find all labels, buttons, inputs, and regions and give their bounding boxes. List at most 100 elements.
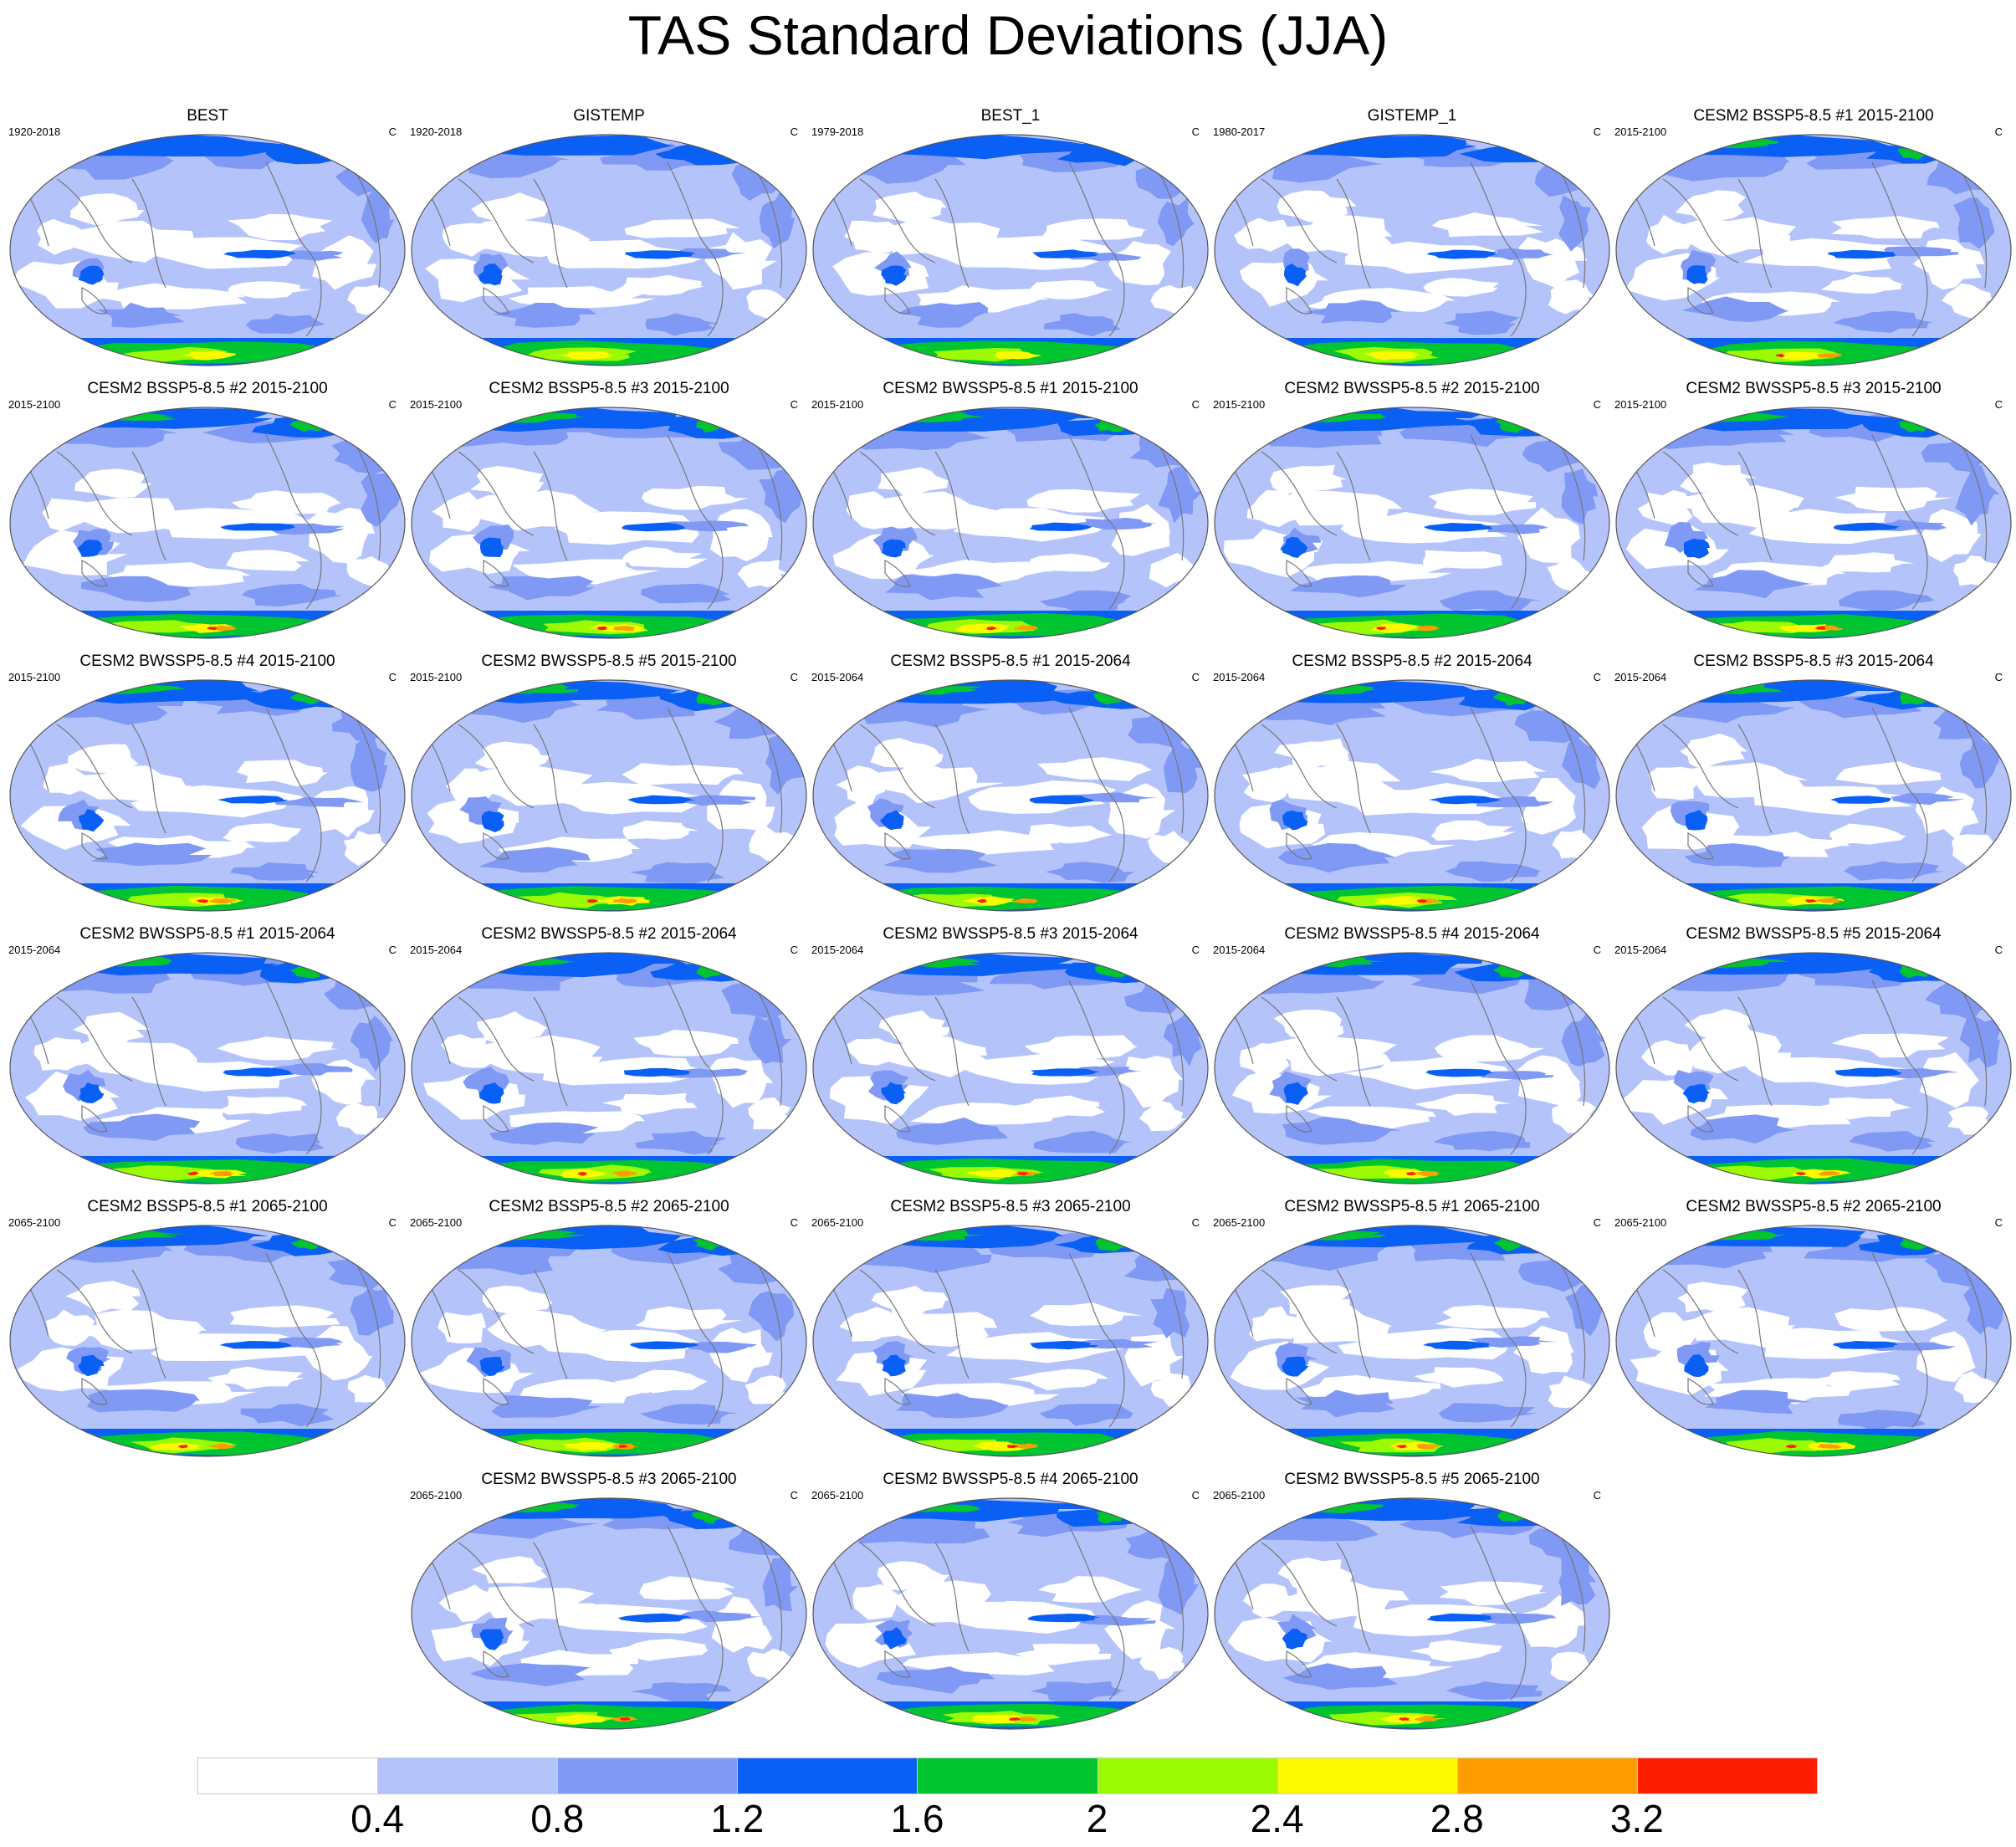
- panel-units-label: C: [1994, 1216, 2003, 1229]
- panel-title: GISTEMP: [573, 107, 645, 125]
- map-panel: CESM2 BWSSP5-8.5 #2 2015-2064 2015-2064 C: [408, 925, 810, 1191]
- map-panel: CESM2 BSSP5-8.5 #1 2065-2100 2065-2100 C: [7, 1198, 408, 1464]
- panel-units-label: C: [1593, 398, 1601, 411]
- map-panel: CESM2 BSSP5-8.5 #3 2015-2064 2015-2064 C: [1613, 652, 2014, 918]
- panel-title: BEST_1: [980, 107, 1041, 125]
- panel-title: CESM2 BSSP5-8.5 #2 2065-2100: [489, 1198, 729, 1215]
- panel-title: GISTEMP_1: [1367, 107, 1457, 125]
- panel-period-label: 2065-2100: [410, 1216, 463, 1229]
- map-panel: CESM2 BWSSP5-8.5 #3 2015-2100 2015-2100 C: [1613, 380, 2014, 646]
- panel-units-label: C: [1191, 1489, 1200, 1502]
- panel-units-label: C: [790, 671, 798, 683]
- panel-units-label: C: [1191, 671, 1200, 683]
- panel-title: CESM2 BWSSP5-8.5 #3 2015-2064: [883, 925, 1138, 943]
- panel-units-label: C: [388, 398, 397, 411]
- map-contour-plot: [411, 407, 807, 639]
- map-contour-plot: [9, 407, 406, 639]
- map-contour-plot: [9, 1225, 406, 1457]
- map-contour-plot: [1615, 679, 2012, 912]
- colorbar-swatch: [1636, 1757, 1818, 1794]
- map-panel: CESM2 BWSSP5-8.5 #1 2065-2100 2065-2100 C: [1211, 1198, 1613, 1464]
- panel-title: CESM2 BWSSP5-8.5 #4 2015-2100: [79, 652, 335, 670]
- panel-units-label: C: [1593, 1216, 1601, 1229]
- panel-title: BEST: [187, 107, 228, 125]
- map-panel: CESM2 BSSP5-8.5 #2 2065-2100 2065-2100 C: [408, 1198, 810, 1464]
- panel-period-label: 2015-2064: [1614, 944, 1667, 956]
- map-contour-plot: [812, 679, 1209, 912]
- map-contour-plot: [9, 679, 406, 912]
- map-panel: CESM2 BSSP5-8.5 #2 2015-2064 2015-2064 C: [1211, 652, 1613, 918]
- panel-period-label: 2015-2100: [410, 671, 463, 683]
- map-contour-plot: [812, 1497, 1209, 1730]
- panel-title: CESM2 BSSP5-8.5 #1 2015-2100: [1693, 107, 1934, 125]
- colorbar-tick-label: 3.2: [1609, 1797, 1664, 1840]
- panel-period-label: 2015-2100: [1614, 398, 1667, 411]
- panel-title: CESM2 BSSP5-8.5 #1 2065-2100: [87, 1198, 328, 1215]
- map-contour-plot: [1214, 952, 1610, 1184]
- panel-units-label: C: [1994, 125, 2003, 138]
- map-contour-plot: [411, 1497, 807, 1730]
- colorbar-tick-label: 2: [1086, 1797, 1108, 1840]
- panel-units-label: C: [790, 398, 798, 411]
- colorbar-swatch: [557, 1757, 739, 1794]
- panel-units-label: C: [1191, 125, 1200, 138]
- panel-title: CESM2 BSSP5-8.5 #3 2065-2100: [890, 1198, 1131, 1215]
- panel-units-label: C: [1593, 671, 1601, 683]
- panel-period-label: 2065-2100: [1614, 1216, 1667, 1229]
- panel-title: CESM2 BSSP5-8.5 #2 2015-2100: [87, 380, 328, 397]
- colorbar-swatch: [377, 1757, 559, 1794]
- panel-period-label: 2065-2100: [811, 1489, 864, 1502]
- panel-title: CESM2 BWSSP5-8.5 #4 2015-2064: [1284, 925, 1540, 943]
- panel-period-label: 2015-2100: [8, 398, 61, 411]
- colorbar-swatch: [1277, 1757, 1458, 1794]
- panel-units-label: C: [1593, 125, 1601, 138]
- panel-units-label: C: [1994, 671, 2003, 683]
- panel-period-label: 2065-2100: [1213, 1216, 1266, 1229]
- panel-title: CESM2 BWSSP5-8.5 #1 2065-2100: [1284, 1198, 1540, 1215]
- map-panel: CESM2 BSSP5-8.5 #3 2015-2100 2015-2100 C: [408, 380, 810, 646]
- panel-period-label: 1980-2017: [1213, 125, 1266, 138]
- map-contour-plot: [1214, 134, 1610, 366]
- map-panel: CESM2 BWSSP5-8.5 #4 2015-2064 2015-2064 C: [1211, 925, 1613, 1191]
- map-contour-plot: [1214, 1225, 1610, 1457]
- panel-title: CESM2 BWSSP5-8.5 #2 2015-2064: [481, 925, 737, 943]
- panel-period-label: 2065-2100: [410, 1489, 463, 1502]
- panel-title: CESM2 BWSSP5-8.5 #5 2015-2100: [481, 652, 737, 670]
- panel-title: CESM2 BWSSP5-8.5 #2 2065-2100: [1686, 1198, 1942, 1215]
- panel-units-label: C: [1191, 944, 1200, 956]
- map-panel: CESM2 BSSP5-8.5 #1 2015-2100 2015-2100 C: [1613, 107, 2014, 373]
- map-contour-plot: [411, 1225, 807, 1457]
- map-contour-plot: [1615, 134, 2012, 366]
- colorbar-tick-label: 2.8: [1430, 1797, 1484, 1840]
- colorbar-swatch: [1097, 1757, 1278, 1794]
- colorbar-tick-label: 1.6: [890, 1797, 944, 1840]
- colorbar-tick-label: 0.8: [530, 1797, 585, 1840]
- panel-title: CESM2 BWSSP5-8.5 #5 2065-2100: [1284, 1471, 1540, 1488]
- map-contour-plot: [411, 679, 807, 912]
- panel-title: CESM2 BWSSP5-8.5 #3 2065-2100: [481, 1471, 737, 1488]
- map-panel: CESM2 BWSSP5-8.5 #5 2065-2100 2065-2100 C: [1211, 1471, 1613, 1737]
- panel-period-label: 1979-2018: [811, 125, 864, 138]
- map-panel: CESM2 BSSP5-8.5 #2 2015-2100 2015-2100 C: [7, 380, 408, 646]
- panel-units-label: C: [790, 1216, 798, 1229]
- panel-units-label: C: [1593, 1489, 1601, 1502]
- map-contour-plot: [9, 134, 406, 366]
- panel-period-label: 2015-2064: [1614, 671, 1667, 683]
- panel-period-label: 2015-2100: [1614, 125, 1667, 138]
- panel-title: CESM2 BSSP5-8.5 #3 2015-2100: [489, 380, 729, 397]
- map-panel: BEST_1 1979-2018 C: [810, 107, 1211, 373]
- colorbar: [197, 1757, 1818, 1796]
- map-panel: CESM2 BWSSP5-8.5 #5 2015-2100 2015-2100 C: [408, 652, 810, 918]
- panel-title: CESM2 BWSSP5-8.5 #2 2015-2100: [1284, 380, 1540, 397]
- colorbar-swatch: [1456, 1757, 1638, 1794]
- panel-units-label: C: [790, 944, 798, 956]
- panel-period-label: 2065-2100: [8, 1216, 61, 1229]
- map-panel: CESM2 BWSSP5-8.5 #2 2015-2100 2015-2100 C: [1211, 380, 1613, 646]
- colorbar-swatch: [197, 1757, 379, 1794]
- panel-period-label: 2015-2064: [410, 944, 463, 956]
- panel-period-label: 2065-2100: [811, 1216, 864, 1229]
- map-panel: CESM2 BWSSP5-8.5 #1 2015-2064 2015-2064 C: [7, 925, 408, 1191]
- panel-units-label: C: [388, 125, 397, 138]
- panel-period-label: 2015-2064: [1213, 944, 1266, 956]
- panel-units-label: C: [1593, 944, 1601, 956]
